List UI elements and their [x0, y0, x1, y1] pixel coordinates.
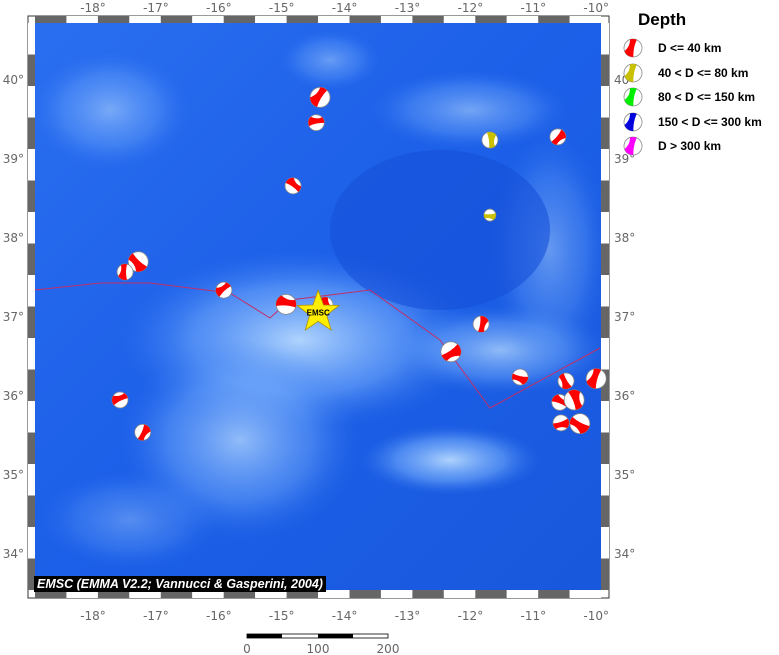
- lon-label: -13°: [395, 609, 421, 623]
- legend-item: D > 300 km: [622, 134, 762, 159]
- earthquake-event[interactable]: [284, 177, 302, 195]
- lat-label: 34°: [614, 547, 635, 561]
- beachball-icon: [623, 38, 643, 58]
- beachball-icon: [623, 112, 643, 132]
- earthquake-event[interactable]: [109, 389, 131, 411]
- lon-label: -10°: [583, 1, 609, 15]
- legend-item: 80 < D <= 150 km: [622, 85, 762, 110]
- earthquake-event[interactable]: [114, 261, 136, 283]
- star-icon: [296, 289, 341, 332]
- earthquake-event[interactable]: [214, 280, 234, 300]
- earthquake-event[interactable]: [273, 291, 300, 318]
- lat-label: 40°: [3, 73, 24, 87]
- earthquake-event[interactable]: [438, 339, 464, 365]
- earthquake-event[interactable]: [510, 367, 530, 387]
- beachball-icon: [623, 87, 643, 107]
- lon-label: -14°: [332, 1, 358, 15]
- earthquake-event[interactable]: [584, 366, 608, 390]
- lon-label: -18°: [80, 609, 106, 623]
- longitude-labels: -18° -18° -17° -17° -16° -16° -15° -15° -14° -14°…: [80, 1, 609, 623]
- lon-label: -17°: [143, 1, 169, 15]
- lon-label: -13°: [395, 1, 421, 15]
- epicenter-star[interactable]: EMSC: [296, 289, 341, 332]
- earthquake-event[interactable]: [305, 111, 328, 134]
- lat-label: 38°: [3, 231, 24, 245]
- lat-label: 35°: [614, 468, 635, 482]
- legend-title: Depth: [638, 10, 687, 29]
- legend-label: 40 < D <= 80 km: [658, 65, 749, 80]
- earthquake-event[interactable]: [550, 412, 573, 435]
- lon-label: -15°: [269, 1, 295, 15]
- earthquake-event[interactable]: [471, 314, 492, 335]
- earthquake-event[interactable]: [126, 250, 150, 274]
- legend-item: 40 < D <= 80 km: [622, 61, 762, 86]
- legend: Depth D <= 40 km 40 < D <= 80 km 80 < D <=…: [622, 10, 762, 159]
- scale-bar: 0 100 200: [243, 633, 400, 655]
- lat-label: 39°: [3, 152, 24, 166]
- lon-label: -14°: [332, 609, 358, 623]
- beachball-icon: [623, 63, 643, 83]
- earthquake-event[interactable]: [309, 86, 331, 108]
- lon-label: -17°: [143, 609, 169, 623]
- earthquake-event[interactable]: [569, 413, 591, 435]
- lat-label: 37°: [614, 310, 635, 324]
- lat-label: 36°: [3, 389, 24, 403]
- lat-label: 39°: [614, 152, 635, 166]
- credit-label: EMSC (EMMA V2.2; Vannucci & Gasperini, 2…: [34, 576, 326, 592]
- legend-label: 80 < D <= 150 km: [658, 90, 756, 105]
- earthquake-event[interactable]: [479, 129, 502, 152]
- legend-item: 150 < D <= 300 km: [622, 110, 762, 135]
- lat-label: 35°: [3, 468, 24, 482]
- earthquake-event[interactable]: [482, 207, 499, 224]
- lon-label: -10°: [583, 609, 609, 623]
- lat-label: 38°: [614, 231, 635, 245]
- legend-label: D > 300 km: [658, 139, 722, 154]
- beachball-icon: [623, 136, 643, 156]
- earthquake-events: [109, 86, 608, 441]
- lat-label: 37°: [3, 310, 24, 324]
- lon-label: -12°: [458, 609, 484, 623]
- legend-item: D <= 40 km: [622, 36, 762, 61]
- lon-label: -16°: [206, 1, 232, 15]
- latitude-labels: 40° 40°39° 39°38° 38°37° 37°36° 36°35° 35°34° 3…: [3, 73, 636, 561]
- lon-label: -11°: [520, 1, 546, 15]
- scale-label-200: 200: [377, 642, 400, 655]
- lon-label: -15°: [269, 609, 295, 623]
- epicenter-label: EMSC: [307, 308, 330, 317]
- lat-label: 34°: [3, 547, 24, 561]
- legend-label: D <= 40 km: [658, 41, 722, 56]
- lon-label: -11°: [520, 609, 546, 623]
- lat-label: 36°: [614, 389, 635, 403]
- scale-label-100: 100: [307, 642, 330, 655]
- frame-ticks: [28, 16, 609, 598]
- lon-label: -16°: [206, 609, 232, 623]
- earthquake-event[interactable]: [549, 128, 567, 146]
- earthquake-event[interactable]: [555, 370, 577, 392]
- earthquake-event[interactable]: [134, 423, 152, 441]
- legend-label: 150 < D <= 300 km: [658, 114, 762, 129]
- lon-label: -18°: [80, 1, 106, 15]
- earthquake-event[interactable]: [560, 386, 588, 414]
- scale-label-0: 0: [243, 642, 251, 655]
- lon-label: -12°: [458, 1, 484, 15]
